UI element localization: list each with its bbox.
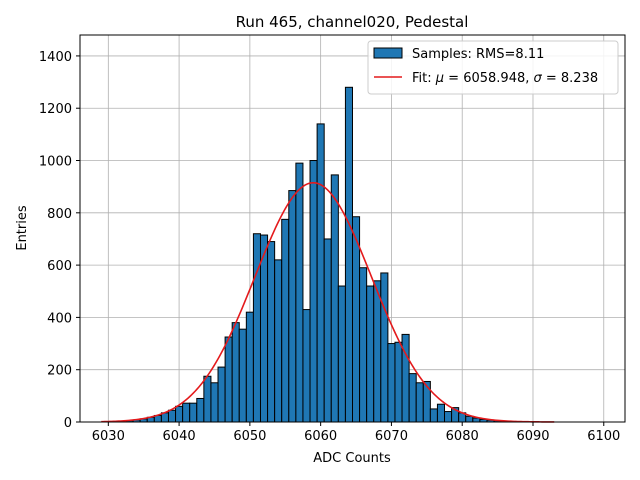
y-tick-label: 400 (47, 311, 72, 326)
histogram-bar (182, 402, 191, 423)
y-tick-label: 0 (64, 416, 72, 431)
histogram-bar (380, 272, 389, 423)
histogram-bar (436, 403, 446, 423)
histogram-bar (259, 234, 269, 423)
histogram-bar (274, 259, 283, 423)
x-tick-label: 6080 (446, 429, 479, 444)
legend-label-samples: Samples: RMS=8.11 (412, 47, 544, 62)
legend-swatch-samples (373, 47, 403, 59)
histogram-bar (224, 336, 233, 423)
legend-label-fit: Fit: μ = 6058.948, σ = 8.238 (412, 71, 598, 86)
histogram-bar (302, 309, 311, 423)
histogram-bar (465, 415, 474, 423)
histogram-bar (238, 328, 247, 423)
histogram-bar (366, 285, 375, 423)
fit-curve (101, 181, 555, 423)
x-tick-label: 6030 (92, 429, 125, 444)
histogram-bar (330, 174, 339, 423)
y-tick-label: 1000 (39, 155, 72, 170)
y-tick-label: 1400 (39, 50, 72, 65)
histogram-bar (337, 285, 346, 423)
histogram-bar (210, 382, 219, 423)
histogram-bar (316, 123, 325, 423)
chart-title: Run 465, channel020, Pedestal (236, 13, 469, 31)
histogram-bar (288, 190, 297, 423)
histogram-bar (352, 216, 361, 423)
histogram-bar (309, 160, 318, 423)
histogram-bar (217, 366, 226, 423)
histogram-bar (415, 382, 424, 423)
histogram-bar (203, 375, 212, 423)
legend-box (367, 40, 619, 95)
histogram-bar (373, 280, 382, 423)
histogram-bar (267, 241, 276, 423)
y-tick-label: 800 (47, 207, 72, 222)
x-tick-label: 6070 (375, 429, 408, 444)
histogram-bar (472, 417, 481, 423)
histogram-bar (444, 411, 453, 423)
y-tick-label: 600 (47, 259, 72, 274)
x-axis-ticks: 6030 6040 6050 6060 6070 6080 6090 6100 (92, 422, 620, 444)
x-tick-label: 6100 (587, 429, 620, 444)
x-axis-label: ADC Counts (313, 451, 391, 466)
histogram-bar (231, 322, 240, 423)
histogram-bar (422, 380, 431, 423)
plot-frame (79, 34, 626, 423)
histogram-bar (295, 162, 304, 423)
histogram-bar (359, 267, 368, 423)
histogram-bar (252, 233, 261, 423)
histogram-bar (189, 402, 198, 423)
x-tick-label: 6090 (516, 429, 549, 444)
histogram-bar (196, 397, 205, 423)
y-tick-label: 200 (47, 364, 72, 379)
legend: Samples: RMS=8.11 Fit: μ = 6058.948, σ =… (367, 40, 619, 95)
histogram-bar (245, 311, 254, 423)
y-tick-label: 1200 (39, 102, 72, 117)
x-tick-label: 6040 (163, 429, 196, 444)
histogram-bar (175, 405, 184, 423)
histogram-bar (167, 409, 177, 423)
y-axis-ticks: 0 200 400 600 800 1000 1200 1400 (39, 50, 80, 431)
histogram-bar (429, 408, 438, 423)
histogram-bar (281, 218, 290, 423)
x-tick-label: 6060 (304, 429, 337, 444)
histogram-bars (104, 86, 523, 423)
histogram-bar (344, 86, 354, 423)
histogram-bar (408, 373, 417, 423)
histogram-bar (387, 343, 396, 423)
y-axis-label: Entries (15, 205, 30, 251)
histogram-bar (394, 341, 403, 423)
histogram-bar (323, 238, 332, 423)
x-tick-label: 6050 (233, 429, 266, 444)
